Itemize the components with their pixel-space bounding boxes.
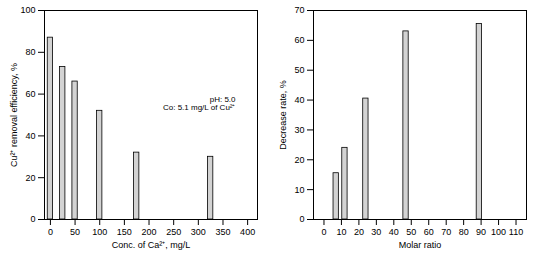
svg-text:50: 50: [70, 227, 80, 237]
svg-text:200: 200: [142, 227, 157, 237]
svg-text:30: 30: [294, 125, 304, 135]
svg-text:60: 60: [25, 89, 35, 99]
svg-text:400: 400: [240, 227, 255, 237]
svg-text:Conc. of Ca²⁺, mg/L: Conc. of Ca²⁺, mg/L: [112, 240, 191, 250]
svg-text:20: 20: [25, 173, 35, 183]
svg-text:Cu²⁺ removal efficiency, %: Cu²⁺ removal efficiency, %: [9, 63, 19, 167]
svg-text:0: 0: [48, 227, 53, 237]
svg-text:50: 50: [294, 65, 304, 75]
svg-text:0: 0: [321, 227, 326, 237]
svg-text:100: 100: [491, 227, 506, 237]
svg-text:70: 70: [441, 227, 451, 237]
svg-text:100: 100: [92, 227, 107, 237]
svg-text:60: 60: [294, 35, 304, 45]
svg-text:60: 60: [424, 227, 434, 237]
svg-text:80: 80: [459, 227, 469, 237]
svg-text:40: 40: [25, 131, 35, 141]
svg-text:pH: 5.0Co: 5.1 mg/L of Cu²⁺: pH: 5.0Co: 5.1 mg/L of Cu²⁺: [163, 95, 236, 112]
svg-text:350: 350: [215, 227, 230, 237]
svg-text:70: 70: [294, 5, 304, 15]
svg-text:150: 150: [117, 227, 132, 237]
svg-text:90: 90: [476, 227, 486, 237]
svg-text:0: 0: [30, 214, 35, 224]
svg-text:10: 10: [336, 227, 346, 237]
svg-text:110: 110: [509, 227, 523, 237]
svg-text:100: 100: [20, 5, 35, 15]
svg-text:20: 20: [294, 155, 304, 165]
svg-text:10: 10: [294, 185, 304, 195]
svg-text:Decrease rate, %: Decrease rate, %: [278, 80, 288, 150]
svg-text:30: 30: [371, 227, 381, 237]
svg-text:40: 40: [294, 95, 304, 105]
svg-text:0: 0: [299, 214, 304, 224]
svg-text:80: 80: [25, 47, 35, 57]
svg-text:40: 40: [389, 227, 399, 237]
svg-text:300: 300: [191, 227, 206, 237]
svg-text:250: 250: [166, 227, 181, 237]
svg-text:20: 20: [354, 227, 364, 237]
svg-text:50: 50: [406, 227, 416, 237]
svg-text:Molar ratio: Molar ratio: [399, 240, 442, 250]
